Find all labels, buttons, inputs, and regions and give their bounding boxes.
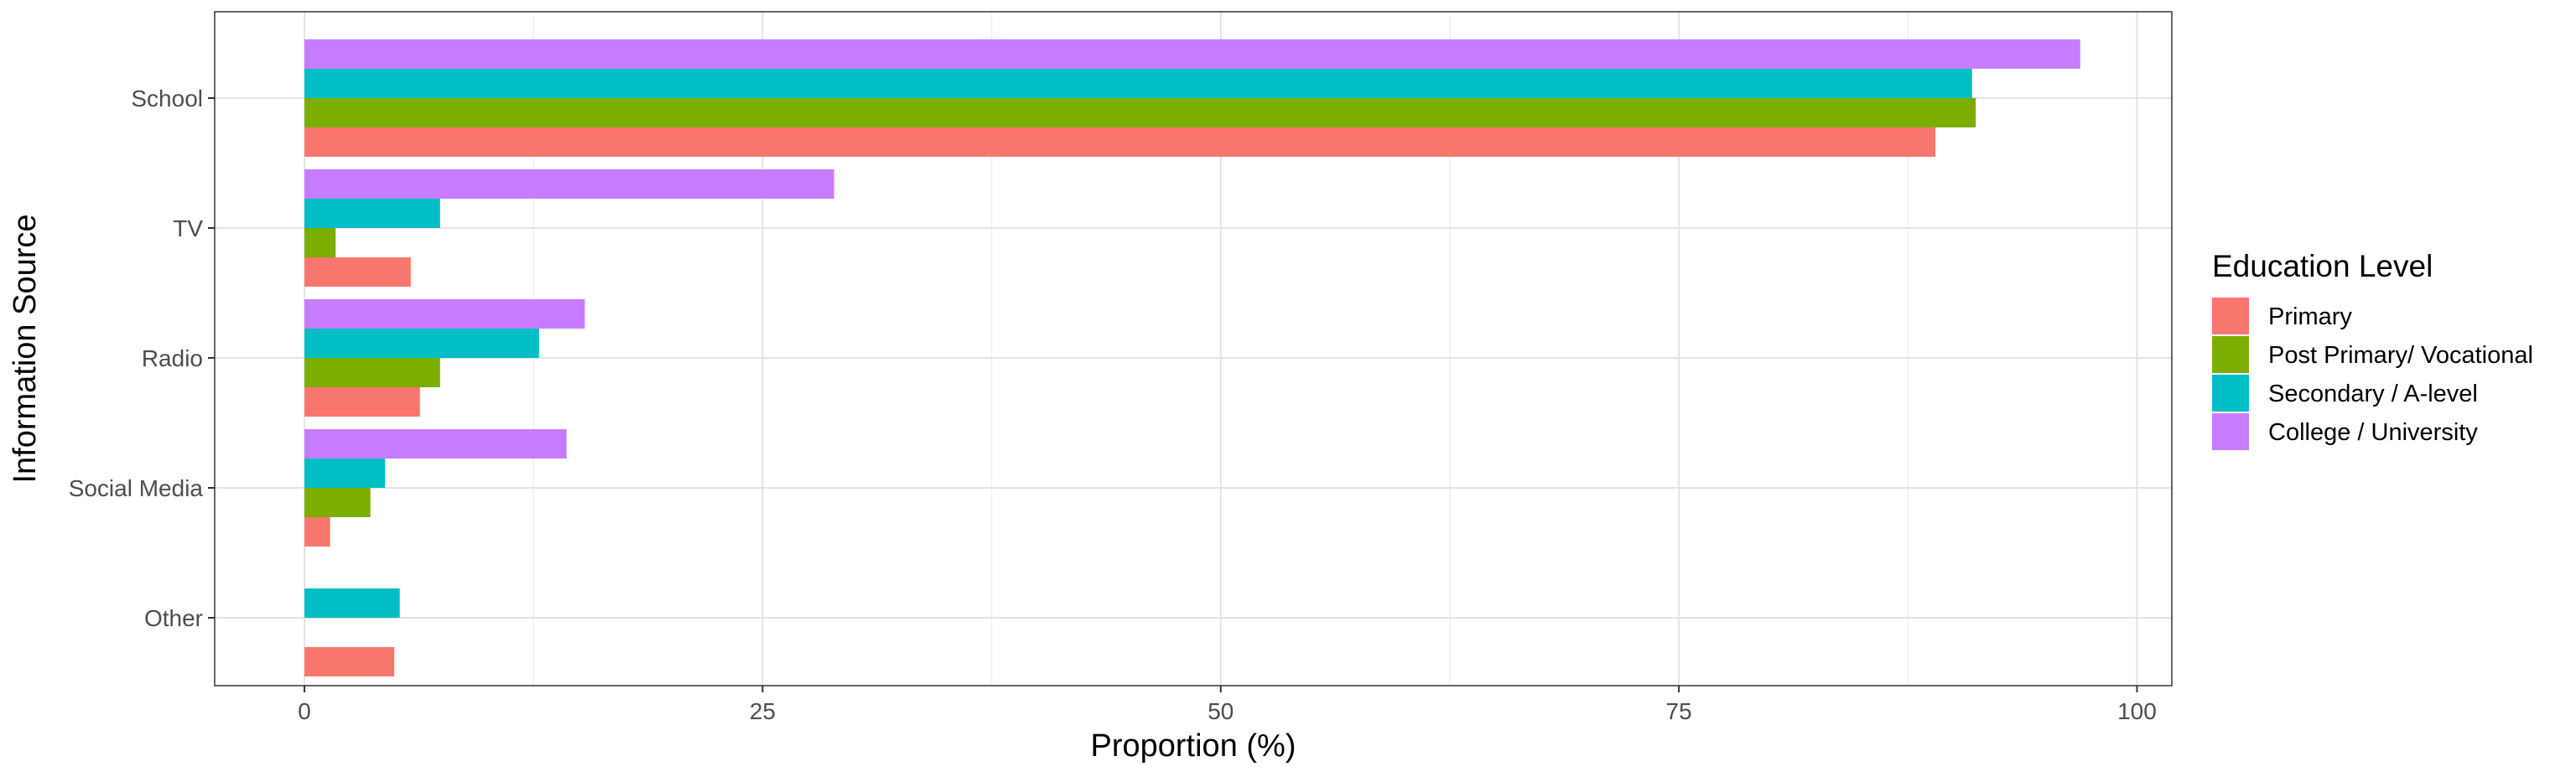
bar-school-primary bbox=[304, 127, 1936, 157]
x-tick-label: 50 bbox=[1208, 698, 1233, 724]
x-tick-label: 0 bbox=[298, 698, 311, 724]
legend-title: Education Level bbox=[2212, 249, 2433, 283]
bar-tv-post-primary-vocational bbox=[304, 228, 336, 257]
y-tick-label: Social Media bbox=[69, 475, 204, 501]
legend-label: Secondary / A-level bbox=[2268, 381, 2478, 407]
bar-school-post-primary-vocational bbox=[304, 98, 1976, 127]
bar-social-media-college-university bbox=[304, 429, 567, 459]
bar-tv-primary bbox=[304, 257, 411, 287]
y-tick-label: School bbox=[131, 85, 203, 111]
y-axis-title: Information Source bbox=[8, 214, 43, 483]
bar-tv-secondary-a-level bbox=[304, 199, 440, 228]
x-tick-label: 100 bbox=[2117, 698, 2157, 724]
plot-border bbox=[214, 11, 2173, 687]
axis-ticks: 0 25 50 75 100 School TV Radio Social Media Other bbox=[69, 85, 2157, 724]
bar-radio-secondary-a-level bbox=[304, 329, 539, 358]
bar-school-college-university bbox=[304, 39, 2080, 69]
bar-tv-college-university bbox=[304, 169, 834, 199]
bar-radio-primary bbox=[304, 387, 420, 417]
legend-key bbox=[2212, 413, 2249, 450]
bar-radio-post-primary-vocational bbox=[304, 358, 440, 387]
bar-social-media-secondary-a-level bbox=[304, 459, 386, 488]
bar-social-media-post-primary-vocational bbox=[304, 488, 371, 517]
bar-social-media-primary bbox=[304, 517, 330, 547]
bar-school-secondary-a-level bbox=[304, 69, 1972, 98]
legend-label: Post Primary/ Vocational bbox=[2268, 342, 2533, 369]
bar-other-primary bbox=[304, 647, 395, 676]
bar-other-secondary-a-level bbox=[304, 588, 400, 618]
legend-label: Primary bbox=[2268, 303, 2352, 330]
legend-key bbox=[2212, 298, 2249, 334]
bar-radio-college-university bbox=[304, 299, 585, 329]
legend-key bbox=[2212, 336, 2249, 373]
x-tick-label: 25 bbox=[750, 698, 776, 724]
x-axis-title: Proportion (%) bbox=[1091, 728, 1296, 764]
legend-label: College / University bbox=[2268, 419, 2478, 446]
y-tick-label: TV bbox=[173, 215, 203, 241]
y-tick-label: Radio bbox=[142, 345, 203, 371]
y-tick-label: Other bbox=[144, 605, 203, 631]
bars bbox=[304, 39, 2080, 676]
x-tick-label: 75 bbox=[1666, 698, 1692, 724]
legend-key bbox=[2212, 375, 2249, 412]
legend: Education Level Primary Post Primary/ Voc… bbox=[2212, 249, 2533, 450]
